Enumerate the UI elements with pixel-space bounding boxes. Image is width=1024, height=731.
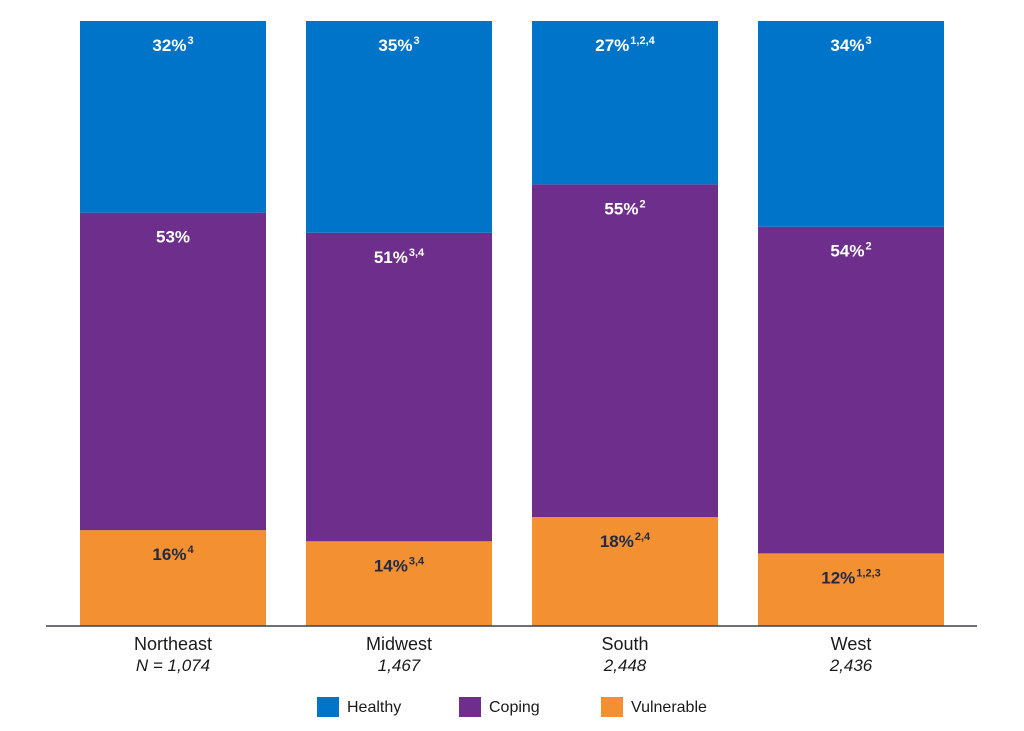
data-label-vulnerable-midwest: 14%3,4 <box>374 555 425 575</box>
bar-segment-vulnerable-northeast <box>80 530 266 626</box>
bar-segment-vulnerable-west <box>758 553 944 626</box>
category-label-northeast: Northeast <box>134 634 212 654</box>
bar-segment-coping-south <box>532 184 718 518</box>
data-label-vulnerable-south: 18%2,4 <box>600 531 651 551</box>
sample-size-label-west: 2,436 <box>829 656 873 675</box>
legend-swatch-vulnerable <box>601 697 623 717</box>
bar-segment-healthy-south <box>532 21 718 185</box>
bar-segment-vulnerable-midwest <box>306 541 492 626</box>
bar-segment-coping-northeast <box>80 212 266 531</box>
category-label-midwest: Midwest <box>366 634 432 654</box>
data-label-healthy-northeast: 32%3 <box>152 35 193 55</box>
data-label-coping-midwest: 51%3,4 <box>374 247 425 267</box>
bars-group: 16%4 53% 32%3 14%3,4 51%3,4 35%3 18%2,4 55%2 27%… <box>80 21 944 626</box>
data-label-coping-south: 55%2 <box>604 198 645 218</box>
data-label-coping-west: 54%2 <box>830 241 871 261</box>
bar-segment-healthy-midwest <box>306 21 492 233</box>
bar-segment-healthy-west <box>758 21 944 227</box>
data-label-healthy-south: 27%1,2,4 <box>595 35 655 55</box>
legend-label-coping: Coping <box>489 699 540 716</box>
data-label-vulnerable-west: 12%1,2,3 <box>821 567 881 587</box>
bar-segment-vulnerable-south <box>532 517 718 626</box>
sample-size-label-northeast: N = 1,074 <box>136 656 210 675</box>
data-label-healthy-midwest: 35%3 <box>378 35 419 55</box>
data-label-healthy-west: 34%3 <box>830 35 871 55</box>
category-labels: Northeast N = 1,074 Midwest 1,467 South 2,448… <box>134 634 873 675</box>
bar-segment-coping-west <box>758 226 944 554</box>
sample-size-label-south: 2,448 <box>603 656 647 675</box>
category-label-south: South <box>601 634 648 654</box>
legend-label-vulnerable: Vulnerable <box>631 699 707 716</box>
legend-swatch-coping <box>459 697 481 717</box>
legend: Healthy Coping Vulnerable <box>317 697 707 717</box>
sample-size-label-midwest: 1,467 <box>378 656 421 675</box>
category-label-west: West <box>831 634 872 654</box>
bar-segment-coping-midwest <box>306 232 492 542</box>
data-label-vulnerable-northeast: 16%4 <box>152 544 194 564</box>
data-label-coping-northeast: 53% <box>156 228 190 247</box>
bar-segment-healthy-northeast <box>80 21 266 213</box>
legend-label-healthy: Healthy <box>347 699 401 716</box>
legend-swatch-healthy <box>317 697 339 717</box>
